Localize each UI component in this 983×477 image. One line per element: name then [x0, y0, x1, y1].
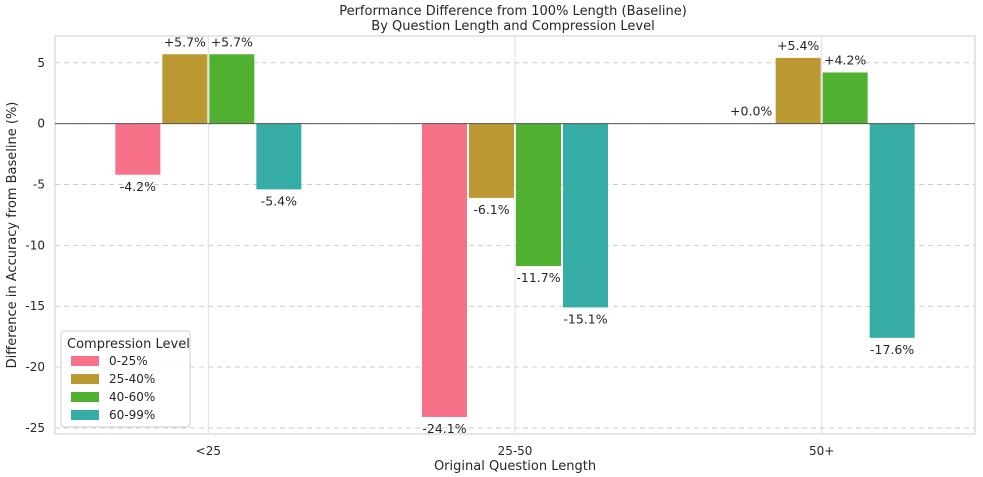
chart-subtitle: By Question Length and Compression Level — [371, 19, 654, 34]
y-tick-label: 5 — [37, 56, 45, 70]
y-axis-label: Difference in Accuracy from Baseline (%) — [5, 102, 20, 369]
legend-swatch — [71, 410, 99, 420]
y-tick-label: -15 — [25, 299, 45, 313]
y-tick-label: -20 — [25, 360, 45, 374]
tick-layer: 5 0 -5 -10 -15 -20 -25 <25 25-50 50+ — [25, 56, 834, 458]
bar-value-label: -11.7% — [516, 270, 560, 285]
bar — [115, 123, 161, 175]
bar — [775, 57, 821, 124]
bar-value-label: -4.2% — [120, 179, 156, 194]
bar-value-label: +5.4% — [777, 38, 819, 53]
chart-title: Performance Difference from 100% Length … — [339, 4, 687, 19]
legend-swatch — [71, 356, 99, 366]
bar-value-label: -15.1% — [563, 311, 607, 326]
y-tick-label: -5 — [33, 177, 45, 191]
y-tick-label: -25 — [25, 421, 45, 435]
legend-label: 40-60% — [109, 390, 155, 404]
bar — [469, 123, 514, 198]
bar-value-label: +5.7% — [164, 34, 206, 49]
bar — [162, 54, 208, 124]
legend: Compression Level 0-25% 25-40% 40-60% 60-99… — [60, 330, 191, 428]
bar — [422, 123, 467, 417]
bar-value-label: -5.4% — [261, 193, 297, 208]
bar — [256, 123, 302, 190]
bar — [516, 123, 561, 267]
bar — [563, 123, 608, 308]
bar — [869, 123, 915, 338]
bar — [822, 72, 868, 124]
bar-value-label: +0.0% — [730, 104, 772, 119]
bar — [209, 54, 255, 124]
y-tick-label: -10 — [25, 238, 45, 252]
bar-value-label: -17.6% — [870, 342, 914, 357]
bar-value-label: -6.1% — [473, 202, 509, 217]
legend-box — [60, 330, 191, 428]
legend-label: 60-99% — [109, 408, 155, 422]
x-axis-label: Original Question Length — [434, 459, 596, 474]
legend-label: 0-25% — [109, 354, 148, 368]
bar-layer: -4.2% -24.1% +0.0% +5.7% -6.1% +5.4% +5.7% -11.… — [55, 34, 975, 436]
x-tick-label: 50+ — [809, 444, 834, 458]
x-tick-label: 25-50 — [498, 444, 533, 458]
legend-swatch — [71, 374, 99, 384]
bar-value-label: +4.2% — [824, 53, 866, 68]
y-tick-label: 0 — [37, 117, 45, 131]
legend-label: 25-40% — [109, 372, 155, 386]
legend-title: Compression Level — [67, 337, 190, 352]
x-tick-label: <25 — [196, 444, 221, 458]
bar-value-label: +5.7% — [211, 34, 253, 49]
legend-swatch — [71, 392, 99, 402]
bar-value-label: -24.1% — [422, 421, 466, 436]
